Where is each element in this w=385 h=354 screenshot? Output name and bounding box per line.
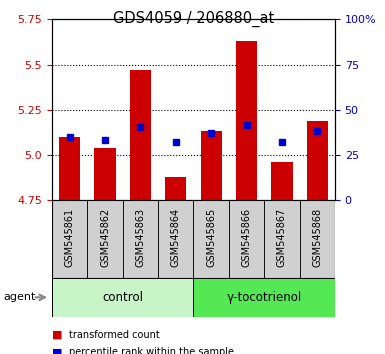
Text: GSM545862: GSM545862 [100,208,110,267]
Text: transformed count: transformed count [69,330,160,339]
Bar [193,200,229,278]
Text: GSM545864: GSM545864 [171,208,181,267]
Bar [201,131,222,200]
Bar [87,200,123,278]
Bar [130,70,151,200]
Text: γ-tocotrienol: γ-tocotrienol [227,291,302,304]
Text: ■: ■ [52,347,62,354]
Bar [300,200,335,278]
Bar [236,41,257,200]
Text: GSM545865: GSM545865 [206,208,216,267]
Bar [264,200,300,278]
Bar [59,137,80,200]
Bar [165,177,186,200]
Text: GSM545861: GSM545861 [65,208,75,267]
Bar [229,200,264,278]
Text: GDS4059 / 206880_at: GDS4059 / 206880_at [113,11,274,27]
Bar [52,278,193,317]
Text: GSM545866: GSM545866 [241,208,251,267]
Bar [94,148,116,200]
Text: GSM545867: GSM545867 [277,208,287,267]
Bar [158,200,193,278]
Bar [271,162,293,200]
Text: control: control [102,291,143,304]
Bar [52,200,87,278]
Bar [306,121,328,200]
Text: percentile rank within the sample: percentile rank within the sample [69,347,234,354]
Bar [193,278,335,317]
Text: GSM545868: GSM545868 [312,208,322,267]
Bar [123,200,158,278]
Text: ■: ■ [52,330,62,339]
Text: agent: agent [4,292,36,302]
Text: GSM545863: GSM545863 [136,208,146,267]
